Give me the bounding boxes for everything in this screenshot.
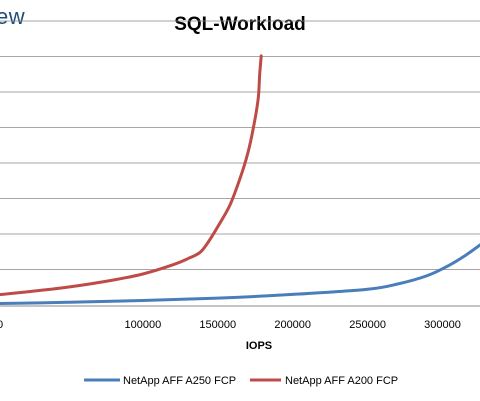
x-tick-label: 100000	[124, 319, 161, 331]
x-tick-label: 250000	[349, 319, 386, 331]
legend-item-1: NetApp AFF A250 FCP	[84, 375, 236, 387]
gridlines	[0, 20, 480, 270]
x-tick-labels: 100000 150000 200000 250000 300000 0	[0, 319, 461, 331]
series-layer	[0, 54, 480, 305]
x-tick-label: 200000	[274, 319, 311, 331]
x-tick-label: 300000	[424, 319, 461, 331]
legend-label: NetApp AFF A250 FCP	[123, 375, 236, 387]
legend-item-2: NetApp AFF A200 FCP	[250, 375, 398, 387]
legend: NetApp AFF A250 FCP NetApp AFF A200 FCP	[84, 375, 398, 387]
legend-label: NetApp AFF A200 FCP	[285, 375, 398, 387]
x-tick-label-zero: 0	[0, 319, 3, 331]
series-line-2	[0, 54, 263, 297]
logo-text: ew	[0, 4, 26, 29]
x-axis-title: IOPS	[246, 340, 272, 352]
x-tick-label: 150000	[199, 319, 236, 331]
chart-title: SQL-Workload	[174, 14, 306, 35]
series-line-1	[0, 243, 480, 305]
